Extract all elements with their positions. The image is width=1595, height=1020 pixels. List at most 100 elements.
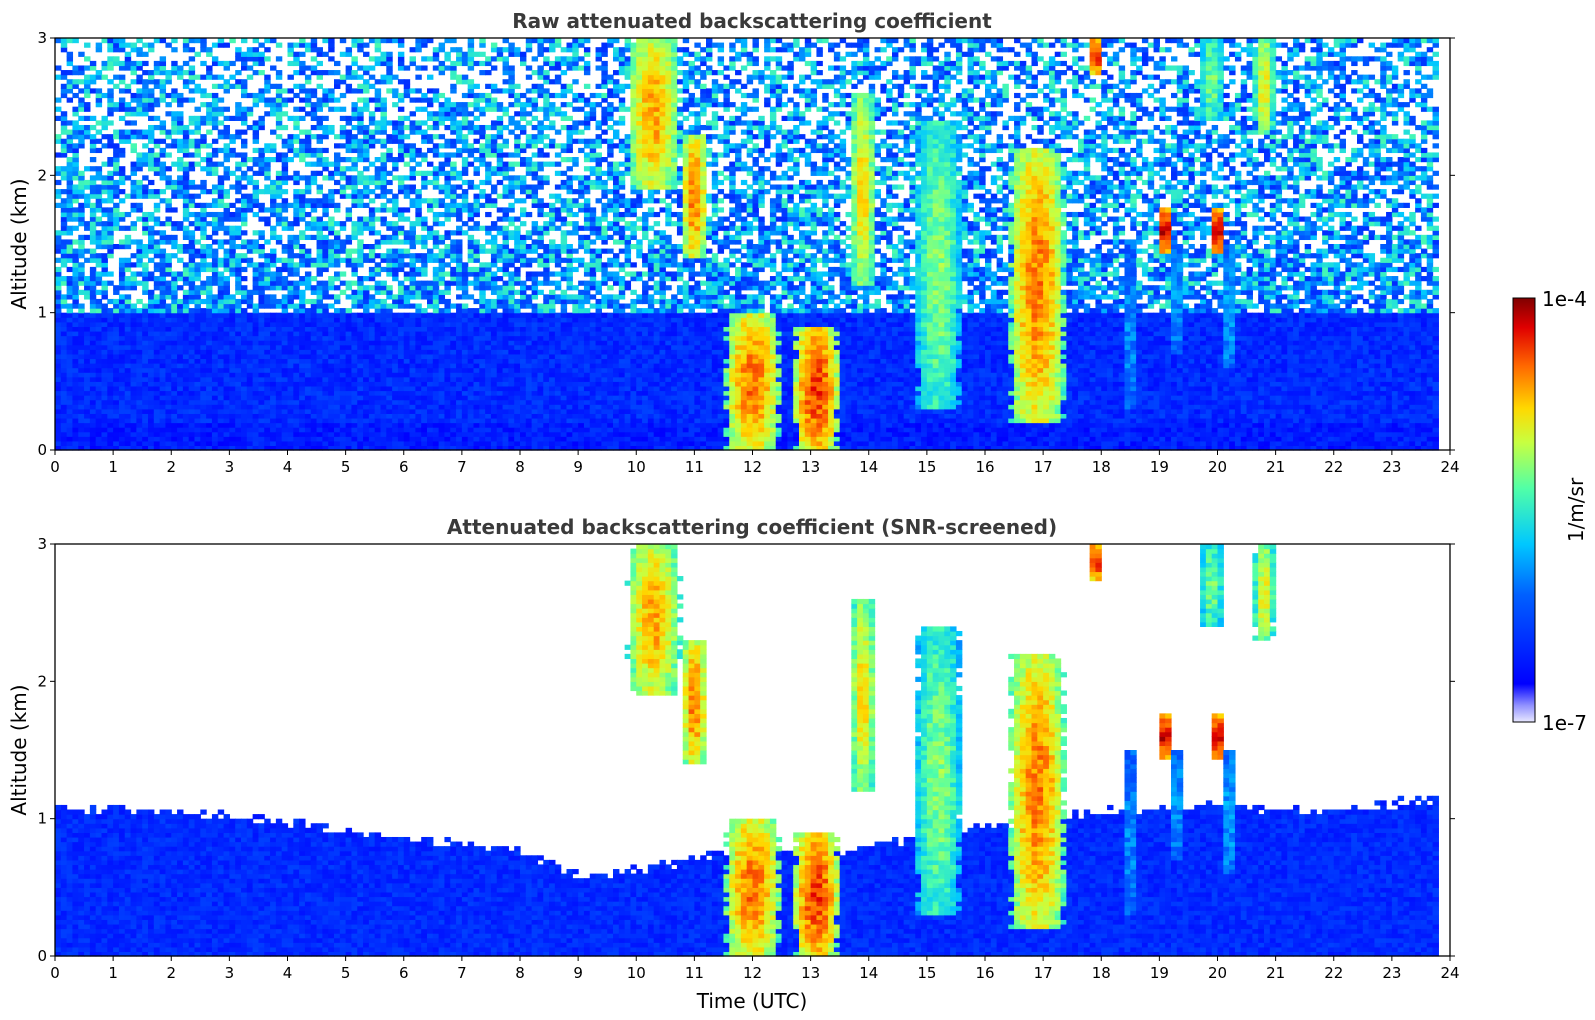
heatmap-cell	[415, 408, 422, 414]
heatmap-cell	[55, 166, 62, 172]
heatmap-cell	[456, 248, 463, 254]
heatmap-cell	[171, 221, 178, 227]
heatmap-cell	[159, 335, 167, 341]
heatmap-cell	[235, 225, 242, 231]
heatmap-cell	[258, 280, 265, 286]
heatmap-cell	[60, 257, 68, 263]
heatmap-cell	[101, 372, 108, 378]
heatmap-cell	[287, 427, 294, 433]
heatmap-cell	[287, 257, 294, 263]
heatmap-cell	[153, 244, 161, 250]
heatmap-cell	[148, 124, 155, 131]
heatmap-cell	[438, 271, 446, 277]
heatmap-cell	[118, 303, 126, 309]
heatmap-cell	[473, 312, 480, 318]
heatmap-cell	[165, 404, 172, 410]
heatmap-cell	[287, 353, 294, 360]
heatmap-cell	[345, 440, 353, 447]
heatmap-cell	[153, 152, 161, 158]
heatmap-cell	[461, 266, 469, 273]
heatmap-cell	[206, 111, 213, 117]
heatmap-cell	[310, 134, 318, 140]
heatmap-cell	[159, 280, 167, 286]
heatmap-cell	[357, 376, 364, 382]
heatmap-cell	[229, 83, 236, 89]
heatmap-cell	[397, 358, 405, 364]
heatmap-cell	[432, 399, 440, 405]
heatmap-cell	[84, 92, 91, 99]
heatmap-cell	[479, 445, 486, 451]
heatmap-cell	[107, 161, 114, 167]
heatmap-cell	[287, 244, 294, 250]
heatmap-cell	[241, 239, 248, 245]
heatmap-cell	[409, 353, 416, 360]
heatmap-cell	[171, 344, 178, 350]
heatmap-cell	[380, 124, 387, 131]
heatmap-cell	[258, 248, 265, 254]
heatmap-cell	[113, 152, 120, 158]
heatmap-cell	[450, 303, 457, 309]
heatmap-cell	[432, 111, 440, 117]
heatmap-cell	[421, 317, 428, 323]
heatmap-cell	[427, 335, 434, 341]
heatmap-cell	[55, 317, 62, 323]
heatmap-cell	[409, 330, 416, 337]
heatmap-cell	[299, 207, 306, 213]
heatmap-cell	[427, 225, 434, 231]
heatmap-cell	[473, 211, 480, 218]
heatmap-cell	[438, 376, 446, 382]
heatmap-cell	[223, 266, 230, 273]
heatmap-cell	[235, 404, 242, 410]
heatmap-cell	[467, 216, 475, 222]
heatmap-cell	[310, 70, 318, 76]
heatmap-cell	[293, 317, 300, 323]
heatmap-cell	[153, 308, 161, 314]
heatmap-cell	[467, 326, 475, 332]
heatmap-cell	[60, 221, 68, 227]
heatmap-cell	[107, 340, 114, 346]
heatmap-cell	[450, 38, 457, 44]
heatmap-cell	[171, 422, 178, 428]
heatmap-cell	[479, 147, 486, 154]
heatmap-cell	[467, 60, 475, 67]
heatmap-cell	[101, 381, 108, 387]
heatmap-cell	[159, 294, 167, 300]
heatmap-cell	[217, 335, 225, 341]
heatmap-cell	[304, 248, 312, 254]
heatmap-cell	[397, 152, 405, 158]
heatmap-cell	[438, 70, 446, 76]
heatmap-cell	[258, 51, 265, 57]
heatmap-cell	[473, 166, 480, 172]
heatmap-cell	[461, 221, 469, 227]
heatmap-cell	[368, 326, 376, 332]
heatmap-cell	[316, 221, 323, 227]
heatmap-cell	[136, 202, 143, 208]
heatmap-cell	[252, 198, 260, 204]
heatmap-cell	[467, 376, 475, 382]
heatmap-cell	[293, 358, 300, 364]
heatmap-cell	[107, 193, 114, 199]
heatmap-cell	[177, 440, 184, 447]
heatmap-cell	[345, 344, 353, 350]
heatmap-cell	[339, 221, 347, 227]
heatmap-cell	[241, 399, 248, 405]
heatmap-cell	[461, 431, 469, 437]
heatmap-cell	[438, 262, 446, 268]
heatmap-cell	[264, 102, 271, 108]
heatmap-cell	[409, 385, 416, 392]
heatmap-cell	[479, 340, 486, 346]
heatmap-cell	[322, 221, 329, 227]
heatmap-cell	[345, 280, 353, 286]
heatmap-cell	[368, 248, 376, 254]
heatmap-cell	[229, 271, 236, 277]
heatmap-cell	[78, 97, 85, 103]
heatmap-cell	[421, 445, 428, 451]
heatmap-cell	[339, 381, 347, 387]
heatmap-cell	[66, 257, 74, 263]
heatmap-cell	[55, 349, 62, 355]
heatmap-cell	[270, 179, 277, 186]
heatmap-cell	[461, 179, 469, 186]
heatmap-cell	[357, 65, 364, 71]
heatmap-cell	[357, 198, 364, 204]
heatmap-cell	[386, 417, 393, 424]
